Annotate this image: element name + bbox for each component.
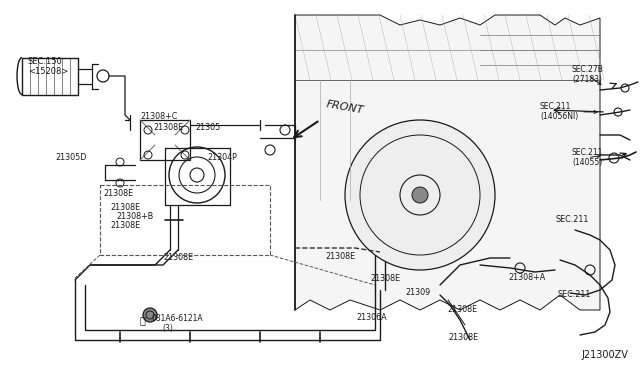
Text: 21308E: 21308E — [370, 274, 400, 283]
Polygon shape — [295, 15, 600, 310]
Text: <15208>: <15208> — [28, 67, 68, 76]
Text: 21308E: 21308E — [110, 203, 140, 212]
Text: 21308+A: 21308+A — [508, 273, 545, 282]
Text: 21306A: 21306A — [356, 313, 387, 322]
Text: 21308E: 21308E — [110, 221, 140, 230]
Text: 21308E: 21308E — [153, 123, 183, 132]
Text: SEC.211: SEC.211 — [556, 215, 589, 224]
Text: 21308+B: 21308+B — [116, 212, 153, 221]
Text: Ⓑ: Ⓑ — [140, 315, 146, 325]
Text: SEC.211
(14055): SEC.211 (14055) — [572, 148, 604, 167]
Text: SEC.150: SEC.150 — [28, 57, 63, 66]
Circle shape — [345, 120, 495, 270]
Text: SEC.211: SEC.211 — [558, 290, 591, 299]
Text: 081A6-6121A: 081A6-6121A — [152, 314, 204, 323]
Text: SEC.211
(14056NI): SEC.211 (14056NI) — [540, 102, 597, 121]
Bar — [140, 120, 190, 160]
Text: 21305: 21305 — [195, 123, 220, 132]
Circle shape — [143, 308, 157, 322]
Text: 21309: 21309 — [405, 288, 430, 297]
Text: J21300ZV: J21300ZV — [581, 350, 628, 360]
Text: SEC.27B
(27183): SEC.27B (27183) — [572, 65, 604, 85]
Bar — [100, 185, 270, 255]
Text: 21308E: 21308E — [325, 252, 355, 261]
Text: 21304P: 21304P — [207, 153, 237, 162]
Text: (3): (3) — [162, 324, 173, 333]
Text: 21305D: 21305D — [55, 153, 86, 162]
Text: 21308E: 21308E — [103, 189, 133, 198]
Text: 21308E: 21308E — [448, 333, 478, 342]
Text: 21308E: 21308E — [447, 305, 477, 314]
Text: FRONT: FRONT — [325, 100, 364, 116]
Text: 21308E: 21308E — [163, 253, 193, 262]
Text: 21308+C: 21308+C — [140, 112, 177, 121]
Circle shape — [412, 187, 428, 203]
